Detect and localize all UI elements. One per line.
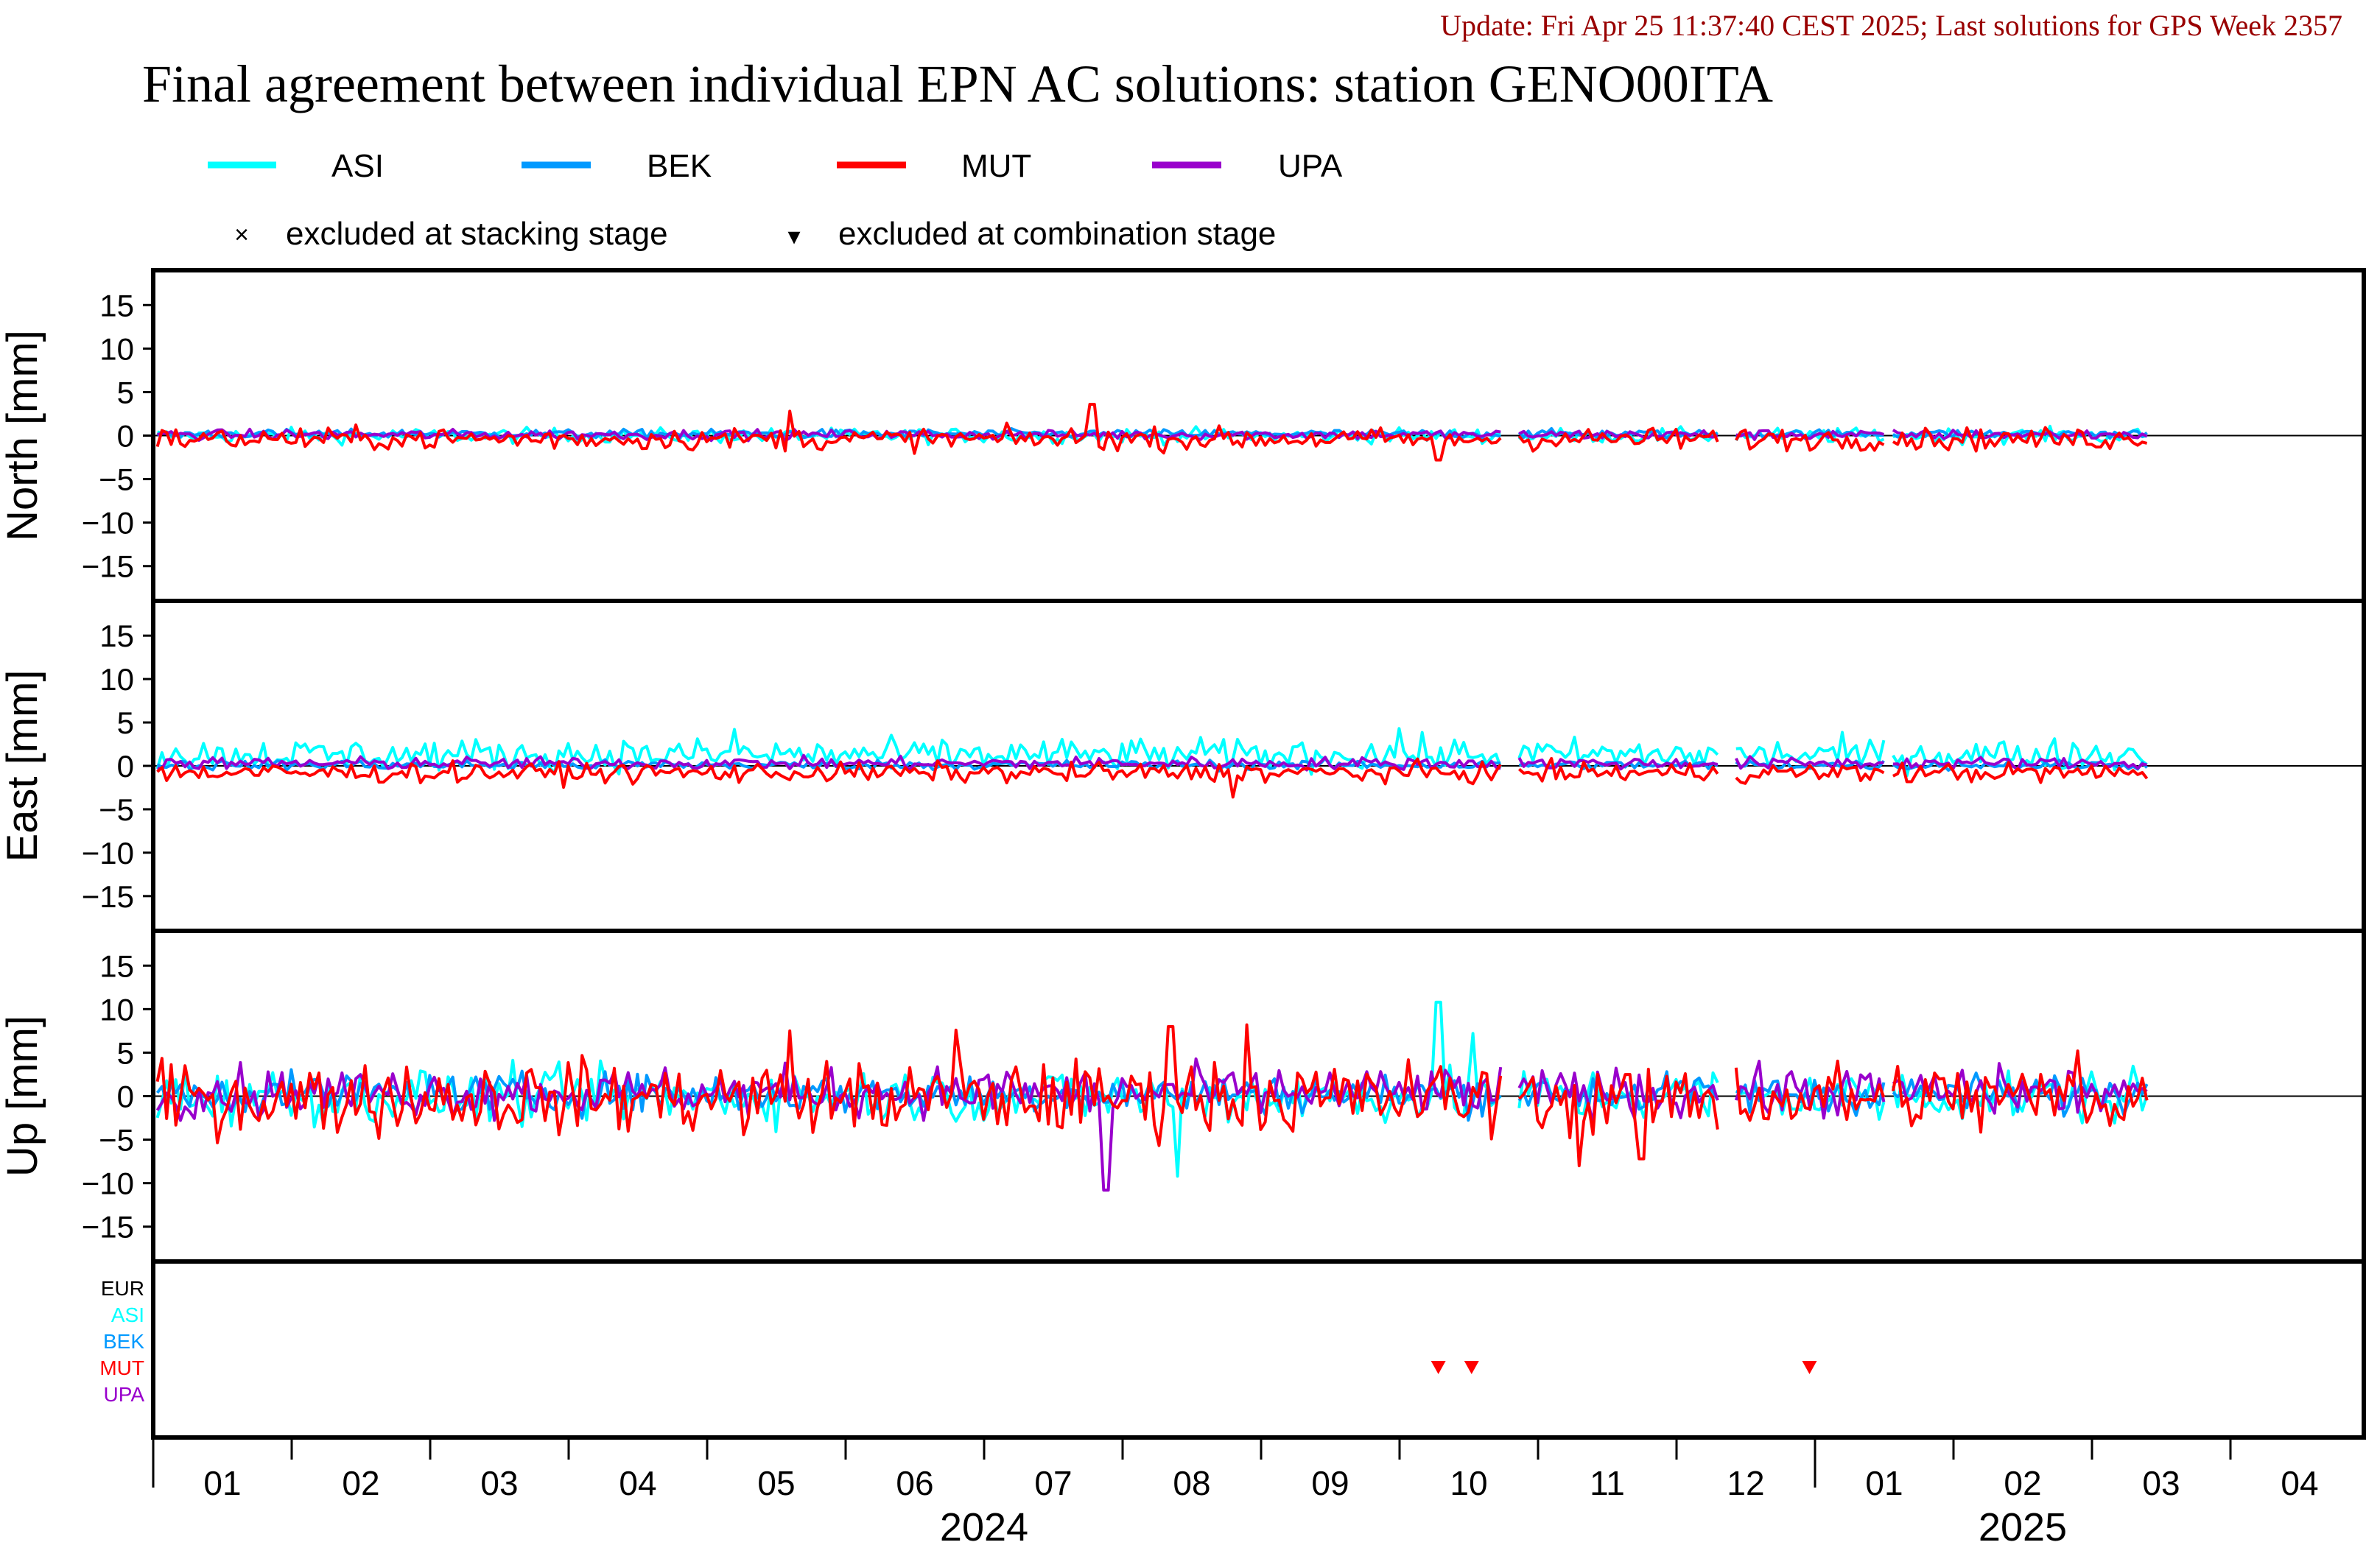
y-tick-label: 10 bbox=[99, 331, 134, 366]
combination-exclusion-marker bbox=[1802, 1361, 1817, 1374]
x-tick-label: 08 bbox=[1173, 1464, 1210, 1502]
y-tick-label: −5 bbox=[99, 792, 134, 827]
combination-exclusion-marker bbox=[1464, 1361, 1479, 1374]
x-year-label: 2025 bbox=[1979, 1505, 2067, 1545]
y-tick-label: 15 bbox=[99, 288, 134, 323]
x-tick-label: 07 bbox=[1034, 1464, 1072, 1502]
legend-label-upa: UPA bbox=[1278, 148, 1343, 184]
series-line-upa bbox=[1734, 755, 1884, 770]
y-axis-label: North [mm] bbox=[0, 330, 46, 541]
update-text: Update: Fri Apr 25 11:37:40 CEST 2025; L… bbox=[1440, 9, 2342, 42]
x-tick-label: 02 bbox=[342, 1464, 379, 1502]
legend-series-upa: UPA bbox=[1152, 148, 1343, 184]
y-tick-label: 0 bbox=[117, 1080, 134, 1114]
series-line-mut bbox=[1735, 764, 1885, 785]
series-line-upa bbox=[1892, 1062, 2148, 1115]
y-tick-label: 5 bbox=[117, 375, 134, 409]
y-tick-label: 5 bbox=[117, 705, 134, 740]
exclusion-panel: EUR ASI BEK MUT UPA bbox=[99, 1259, 2366, 1440]
y-tick-label: −10 bbox=[82, 506, 134, 541]
exclusion-row-label: MUT bbox=[99, 1356, 144, 1379]
panels: 15 10 5 0 −5 −10 −15 North [mm] 15 10 5 0 −5 −10 −15 Ea… bbox=[0, 268, 2366, 1264]
legend-label-bek: BEK bbox=[647, 148, 712, 184]
series-line-asi bbox=[1735, 731, 1886, 768]
panel-east: 15 10 5 0 −5 −10 −15 East [mm] bbox=[0, 599, 2366, 933]
x-tick-label: 01 bbox=[203, 1464, 241, 1502]
legend-marker-stacking: × excluded at stacking stage bbox=[234, 216, 667, 252]
legend-label-mut: MUT bbox=[961, 148, 1031, 184]
legend-series-mut: MUT bbox=[837, 148, 1031, 184]
x-tick-label: 11 bbox=[1590, 1464, 1625, 1502]
x-tick-label: 06 bbox=[896, 1464, 933, 1502]
legend-marker-combination: ▾ excluded at combination stage bbox=[787, 216, 1276, 252]
exclusion-row-label: UPA bbox=[104, 1383, 145, 1406]
series-line-mut bbox=[1891, 1049, 2149, 1134]
y-axis-label: East [mm] bbox=[0, 669, 46, 862]
y-tick-label: −5 bbox=[99, 1123, 134, 1158]
combination-triangle-icon: ▾ bbox=[787, 222, 800, 250]
y-tick-label: 5 bbox=[117, 1035, 134, 1070]
exclusion-row-label: ASI bbox=[111, 1303, 144, 1326]
y-tick-label: 10 bbox=[99, 992, 134, 1027]
x-year-label: 2024 bbox=[940, 1505, 1028, 1545]
legend-series-asi: ASI bbox=[208, 148, 384, 184]
panel-north: 15 10 5 0 −5 −10 −15 North [mm] bbox=[0, 268, 2366, 603]
y-tick-label: 0 bbox=[117, 749, 134, 784]
x-tick-label: 01 bbox=[1865, 1464, 1903, 1502]
series-line-upa bbox=[1735, 429, 1884, 441]
x-tick-label: 04 bbox=[619, 1464, 656, 1502]
combination-exclusion-marker bbox=[1431, 1361, 1446, 1374]
series-line-mut bbox=[1517, 756, 1719, 783]
x-tick-label: 05 bbox=[757, 1464, 795, 1502]
series-line-mut bbox=[1892, 761, 2149, 784]
series-line-mut bbox=[1892, 426, 2148, 453]
x-tick-label: 04 bbox=[2281, 1464, 2318, 1502]
x-tick-label: 09 bbox=[1311, 1464, 1349, 1502]
y-tick-label: 0 bbox=[117, 419, 134, 454]
series-line-upa bbox=[1518, 429, 1719, 440]
x-tick-label: 03 bbox=[2142, 1464, 2180, 1502]
stacking-cross-icon: × bbox=[234, 221, 249, 249]
x-tick-label: 03 bbox=[480, 1464, 518, 1502]
panel-up: 15 10 5 0 −5 −10 −15 Up [mm] bbox=[0, 929, 2366, 1264]
y-tick-label: −10 bbox=[82, 1166, 134, 1201]
exclusion-frame bbox=[151, 1259, 2366, 1440]
exclusion-row-label: EUR bbox=[101, 1277, 144, 1300]
series-line-mut bbox=[156, 757, 1502, 799]
x-axis: 01 02 03 04 05 06 07 08 09 10 11 12 01 02 03 04 2024 2025 bbox=[152, 1437, 2319, 1545]
exclusion-row-label: BEK bbox=[103, 1330, 144, 1353]
legend: ASI BEK MUT UPA × excluded at stacking s… bbox=[208, 148, 1343, 252]
series-line-mut bbox=[1735, 429, 1885, 453]
y-tick-label: 10 bbox=[99, 662, 134, 697]
series-line-mut bbox=[1734, 1059, 1886, 1122]
series-line-bek bbox=[156, 427, 1501, 440]
x-tick-label: 02 bbox=[2004, 1464, 2041, 1502]
y-tick-label: −15 bbox=[82, 1210, 134, 1245]
y-tick-label: −15 bbox=[82, 549, 134, 584]
series-line-mut bbox=[155, 403, 1502, 462]
series-line-mut bbox=[1517, 1067, 1719, 1167]
y-tick-label: 15 bbox=[99, 949, 134, 983]
y-tick-label: −15 bbox=[82, 879, 134, 914]
x-tick-label: 12 bbox=[1727, 1464, 1764, 1502]
y-tick-label: 15 bbox=[99, 619, 134, 653]
legend-series-bek: BEK bbox=[522, 148, 712, 184]
series-line-mut bbox=[155, 1023, 1503, 1147]
series-line-mut bbox=[1517, 426, 1719, 453]
series-line-asi bbox=[1517, 736, 1719, 767]
series-line-asi bbox=[1892, 737, 2148, 778]
stacking-label: excluded at stacking stage bbox=[286, 216, 668, 252]
legend-label-asi: ASI bbox=[331, 148, 384, 184]
y-axis-label: Up [mm] bbox=[0, 1016, 46, 1177]
series-line-upa bbox=[157, 427, 1501, 443]
x-tick-label: 10 bbox=[1450, 1464, 1487, 1502]
series-line-upa bbox=[1892, 429, 2148, 440]
y-tick-label: −10 bbox=[82, 836, 134, 870]
chart-title: Final agreement between individual EPN A… bbox=[142, 54, 1773, 113]
y-tick-label: −5 bbox=[99, 462, 134, 497]
series-line-upa bbox=[157, 753, 1501, 772]
combination-label: excluded at combination stage bbox=[838, 216, 1276, 252]
